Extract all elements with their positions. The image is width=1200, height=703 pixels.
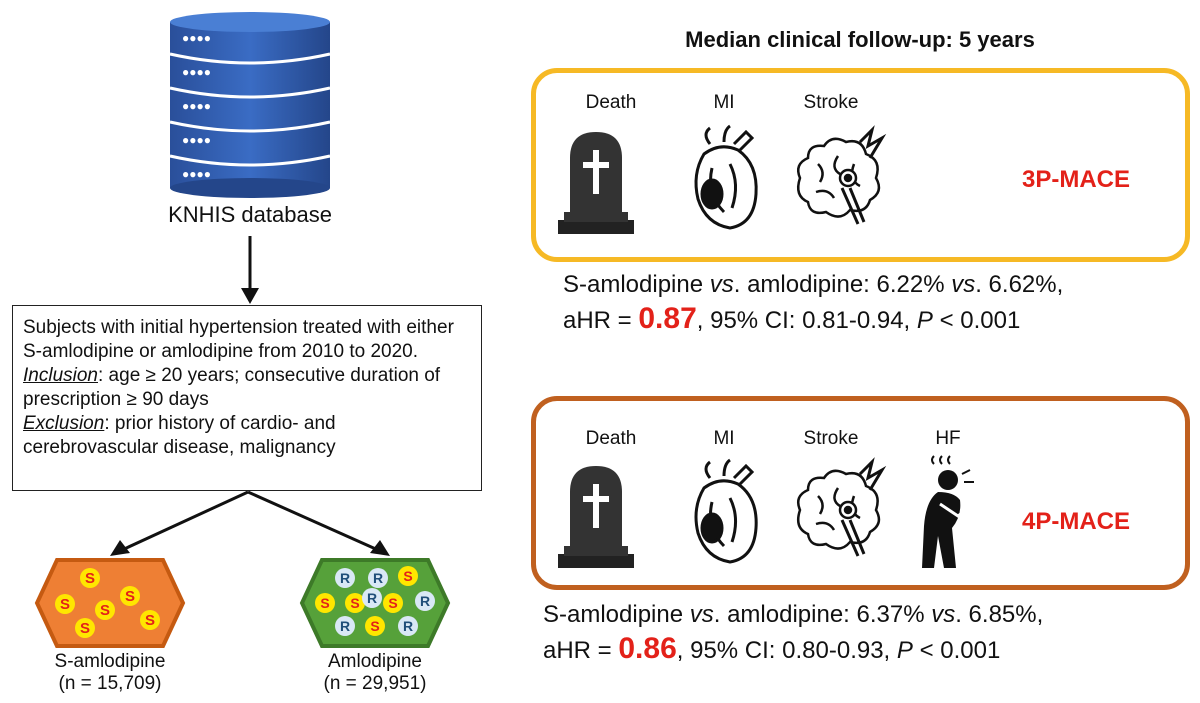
pill-letter: S [100, 602, 110, 619]
exclusion-criteria: Exclusion: prior history of cardio- and … [23, 412, 471, 460]
icon-label-death: Death [585, 92, 637, 113]
mace-label-3p: 3P-MACE [1021, 166, 1130, 193]
hazard-ratio: 0.87 [638, 302, 697, 335]
pill-letter: S [320, 595, 329, 611]
exclusion-text: : prior history of cardio- and cerebrova… [23, 413, 336, 458]
icon-label-death: Death [585, 428, 637, 449]
s-amlodipine-group: S-amlodipine (n = 15,709) [10, 651, 210, 695]
brain-stroke-icon [797, 457, 887, 557]
database-label: KNHIS database [168, 202, 332, 227]
db-dots: ●●●● [182, 167, 211, 181]
group-count: (n = 15,709) [58, 673, 162, 694]
amlodipine-group: Amlodipine (n = 29,951) [275, 651, 475, 695]
database-icon: ●●●● ●●●● ●●●● ●●●● ●●●● [169, 12, 331, 198]
icon-label-mi: MI [713, 428, 735, 449]
inclusion-criteria: Inclusion: age ≥ 20 years; consecutive d… [23, 364, 471, 412]
heart-failure-person-icon [922, 455, 974, 568]
split-arrows [110, 490, 390, 556]
icon-label-stroke: Stroke [803, 92, 859, 113]
pill-letter: R [403, 618, 413, 634]
pill-letter: S [370, 618, 379, 634]
pill-letter: S [85, 570, 95, 587]
icon-label-stroke: Stroke [803, 428, 859, 449]
db-dots: ●●●● [182, 31, 211, 45]
inclusion-text: : age ≥ 20 years; consecutive duration o… [23, 365, 441, 410]
mace-label-4p: 4P-MACE [1021, 508, 1130, 535]
pill-letter: S [80, 620, 90, 637]
db-dots: ●●●● [182, 65, 211, 79]
result-line-1: S-amlodipine vs. amlodipine: 6.22% vs. 6… [563, 271, 1064, 298]
criteria-intro: Subjects with initial hypertension treat… [23, 317, 454, 362]
result-line-2: aHR = 0.87, 95% CI: 0.81-0.94, P < 0.001 [563, 302, 1021, 335]
inclusion-term: Inclusion [23, 365, 98, 386]
result-line-1: S-amlodipine vs. amlodipine: 6.37% vs. 6… [543, 601, 1044, 628]
pill-letter: S [145, 612, 155, 629]
group-name: S-amlodipine [54, 651, 166, 672]
pill-letter: S [388, 595, 397, 611]
s-amlodipine-pill-icon: S S S S S S [34, 558, 186, 648]
pill-letter: S [125, 588, 135, 605]
panel-3p-mace [531, 68, 1190, 262]
result-3p: S-amlodipine vs. amlodipine: 6.22% vs. 6… [563, 268, 1063, 338]
db-dots: ●●●● [182, 133, 211, 147]
exclusion-term: Exclusion [23, 413, 105, 434]
icon-label-mi: MI [713, 92, 735, 113]
amlodipine-pill-icon: R R S S S R S R R S R [299, 558, 451, 648]
criteria-box: Subjects with initial hypertension treat… [12, 305, 482, 491]
pill-letter: S [403, 568, 412, 584]
result-line-2: aHR = 0.86, 95% CI: 0.80-0.93, P < 0.001 [543, 632, 1001, 665]
brain-stroke-icon [797, 125, 887, 225]
icon-label-hf: HF [935, 428, 961, 449]
heart-icon [694, 458, 758, 564]
pill-letter: R [420, 593, 430, 609]
hazard-ratio: 0.86 [618, 632, 677, 665]
db-dots: ●●●● [182, 99, 211, 113]
heart-icon [694, 124, 758, 230]
pill-letter: S [60, 596, 70, 613]
tombstone-icon [558, 466, 634, 568]
result-4p: S-amlodipine vs. amlodipine: 6.37% vs. 6… [543, 598, 1043, 668]
pill-letter: R [340, 570, 350, 586]
group-name: Amlodipine [328, 651, 422, 672]
pill-letter: S [350, 595, 359, 611]
panel-4p-mace [531, 396, 1190, 590]
tombstone-icon [558, 132, 634, 234]
pill-letter: R [340, 618, 350, 634]
group-count: (n = 29,951) [323, 673, 427, 694]
followup-title: Median clinical follow-up: 5 years [685, 27, 1035, 52]
pill-letter: R [373, 570, 383, 586]
pill-letter: R [367, 590, 377, 606]
arrow-down [241, 236, 259, 304]
